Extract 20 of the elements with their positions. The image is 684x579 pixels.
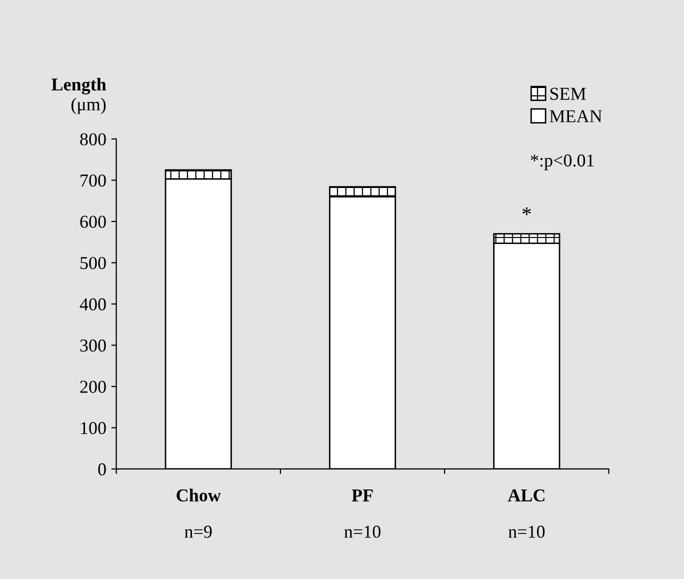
y-axis-title: Length (μm) [52, 78, 106, 114]
y-tick-label: 600 [80, 216, 106, 228]
text: n=9 [184, 526, 212, 538]
y-tick-label: 800 [80, 133, 106, 146]
text: n=10 [508, 526, 545, 538]
annotation: *:p<0.01 [530, 154, 594, 170]
x-tick-label: PF [352, 489, 373, 502]
y-tick-label: 400 [80, 298, 106, 310]
y-tick-label: 300 [80, 339, 106, 352]
annotation: * [522, 207, 531, 216]
x-tick-label: ALC [508, 489, 544, 502]
y-tick-label: 0 [98, 463, 106, 476]
x-tick-label: Chow [176, 488, 221, 502]
text: n=10 [344, 526, 380, 538]
y-tick-label: 200 [80, 380, 106, 393]
legend-label: MEAN [550, 110, 602, 122]
legend-label: SEM [550, 88, 586, 100]
y-tick-label: 100 [81, 422, 106, 434]
y-tick-label: 500 [80, 256, 106, 270]
y-tick-label: 700 [80, 174, 106, 187]
